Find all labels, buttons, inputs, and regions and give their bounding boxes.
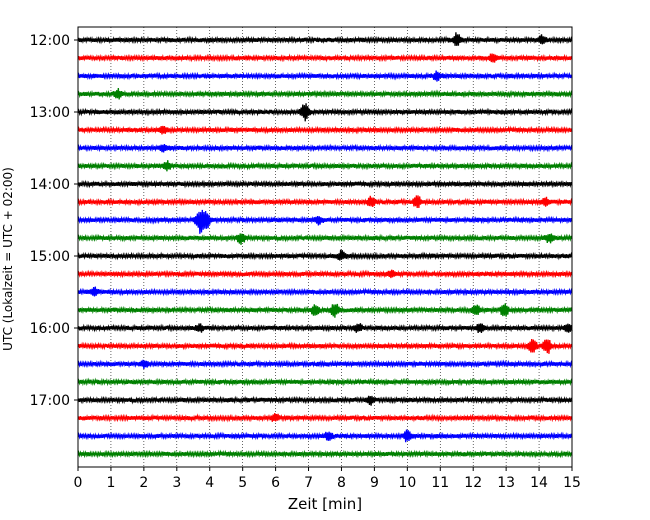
x-tick-label: 11 xyxy=(431,475,449,491)
x-tick-label: 13 xyxy=(497,475,515,491)
trace-line xyxy=(77,249,573,261)
x-axis-label: Zeit [min] xyxy=(288,495,362,513)
x-tick-label: 14 xyxy=(530,475,548,491)
trace-line xyxy=(77,179,573,189)
trace-line xyxy=(77,125,573,135)
x-tick-label: 5 xyxy=(238,475,247,491)
trace-line xyxy=(77,87,573,100)
x-tick-label: 0 xyxy=(74,475,83,491)
x-tick-label: 8 xyxy=(337,475,346,491)
x-gridlines xyxy=(110,27,540,467)
seismogram-traces xyxy=(77,32,573,459)
trace-line xyxy=(77,429,573,443)
y-tick-label: 12:00 xyxy=(30,33,70,49)
trace-line xyxy=(77,377,573,387)
trace-line xyxy=(77,412,573,423)
trace-line xyxy=(77,338,573,354)
x-tick-label: 7 xyxy=(304,475,313,491)
trace-line xyxy=(77,103,573,122)
trace-line xyxy=(77,233,573,245)
x-tick-label: 2 xyxy=(139,475,148,491)
trace-line xyxy=(77,160,573,172)
trace-line xyxy=(77,209,573,234)
trace-line xyxy=(77,269,573,279)
trace-line xyxy=(77,323,573,333)
trace-line xyxy=(77,449,573,459)
y-tick-label: 14:00 xyxy=(30,177,70,193)
y-tick-label: 17:00 xyxy=(30,393,70,409)
x-tick-label: 1 xyxy=(106,475,115,491)
y-axis-label: UTC (Lokalzeit = UTC + 02:00) xyxy=(1,167,15,351)
plot-frame xyxy=(77,26,573,468)
x-tick-label: 9 xyxy=(370,475,379,491)
y-tick-label: 15:00 xyxy=(30,249,70,265)
x-tick-label: 10 xyxy=(398,475,416,491)
x-tick-label: 6 xyxy=(271,475,280,491)
trace-line xyxy=(77,32,573,46)
trace-line xyxy=(77,303,573,318)
y-tick-label: 16:00 xyxy=(30,321,70,337)
trace-line xyxy=(77,359,573,370)
trace-line xyxy=(77,70,573,82)
y-tick-label: 13:00 xyxy=(30,105,70,121)
y-axis-ticks: 12:00 13:00 14:00 15:00 16:00 17:00 xyxy=(30,33,78,409)
x-tick-label: 15 xyxy=(563,475,581,491)
trace-line xyxy=(77,286,573,297)
x-tick-label: 4 xyxy=(205,475,214,491)
x-tick-label: 3 xyxy=(172,475,181,491)
trace-line xyxy=(77,53,573,63)
x-axis-ticks: 0 1 2 3 4 5 6 7 8 9 10 11 12 13 14 15 xyxy=(74,467,581,491)
trace-line xyxy=(77,395,573,406)
trace-line xyxy=(77,143,573,153)
x-tick-label: 12 xyxy=(464,475,482,491)
trace-line xyxy=(77,195,573,209)
